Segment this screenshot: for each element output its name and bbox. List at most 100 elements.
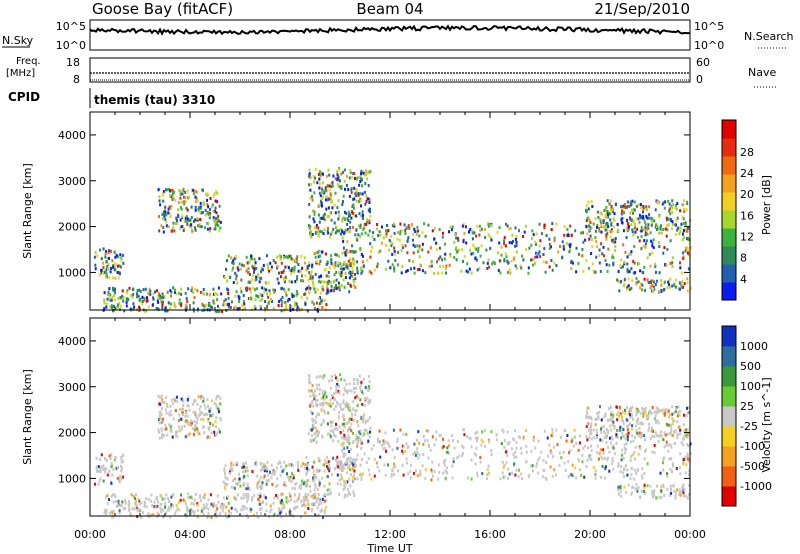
echo-cell [416,447,419,451]
echo-cell [274,261,277,265]
echo-cell [300,499,303,503]
echo-cell [344,271,347,275]
echo-cell [311,279,314,283]
echo-cell [613,426,616,430]
echo-cell [293,507,295,511]
echo-cell [344,453,347,457]
echo-cell [649,284,652,288]
echo-cell [601,464,604,468]
echo-cell [323,374,326,378]
echo-cell [113,294,116,298]
velocity-plot-background [90,318,690,516]
echo-cell [620,494,623,498]
echo-cell [673,419,676,423]
echo-cell [354,273,356,276]
echo-cell [248,487,251,491]
echo-cell [605,215,608,218]
echo-cell [606,418,609,422]
nave-tick-top: 60 [696,56,710,69]
echo-cell [212,287,215,291]
echo-cell [171,195,174,199]
echo-cell [193,420,196,423]
echo-cell [103,298,106,302]
echo-cell [114,262,117,266]
echo-cell [608,202,611,206]
echo-cell [195,197,198,201]
echo-cell [648,252,651,256]
echo-cell [104,470,107,474]
echo-cell [644,226,647,230]
echo-cell [641,422,644,426]
echo-cell [538,456,541,460]
y-tick-label: 3000 [58,175,86,188]
echo-cell [333,433,336,437]
echo-cell [353,382,355,385]
echo-cell [367,457,370,461]
echo-cell [241,466,244,469]
echo-cell [550,259,553,262]
echo-cell [588,224,591,228]
echo-cell [623,278,626,282]
echo-cell [682,203,685,207]
echo-cell [172,493,175,496]
echo-cell [357,193,360,197]
echo-cell [348,426,351,429]
echo-cell [442,445,445,448]
echo-cell [320,409,323,413]
echo-cell [179,498,182,502]
echo-cell [241,263,244,267]
echo-cell [323,493,326,497]
echo-cell [645,207,648,211]
echo-cell [325,292,328,295]
echo-cell [108,469,111,473]
echo-cell [106,494,109,498]
echo-cell [481,472,484,476]
colorbar-tick-label: 500 [740,360,761,373]
echo-cell [157,295,160,299]
echo-cell [325,303,328,307]
echo-cell [637,486,640,490]
echo-cell [401,449,404,453]
echo-cell [253,304,256,308]
echo-cell [313,252,316,256]
echo-cell [534,251,537,255]
echo-cell [360,172,362,176]
echo-cell [198,432,201,436]
echo-cell [186,189,189,193]
echo-cell [363,403,366,407]
echo-cell [574,466,577,470]
echo-cell [471,231,474,235]
echo-cell [104,252,107,256]
echo-cell [342,200,344,204]
echo-cell [251,274,254,278]
echo-cell [108,276,111,280]
echo-cell [322,288,325,292]
echo-cell [515,446,518,450]
echo-cell [456,456,459,460]
echo-cell [596,436,598,440]
echo-cell [288,297,291,301]
echo-cell [521,477,524,481]
echo-cell [104,468,106,472]
echo-cell [323,463,326,467]
echo-cell [190,288,193,292]
echo-cell [337,463,340,466]
echo-cell [609,441,612,445]
echo-cell [444,469,447,473]
echo-cell [327,460,330,464]
echo-cell [266,469,269,473]
echo-cell [314,272,317,276]
echo-cell [158,402,161,406]
echo-cell [575,270,578,274]
echo-cell [205,506,208,510]
echo-cell [535,464,538,468]
echo-cell [346,440,349,444]
echo-cell [267,266,269,270]
echo-cell [686,452,689,456]
echo-cell [616,436,619,439]
echo-cell [391,448,394,452]
echo-cell [236,281,239,285]
echo-cell [429,448,432,452]
echo-cell [219,506,222,510]
colorbar-tick-label: 12 [740,230,754,243]
